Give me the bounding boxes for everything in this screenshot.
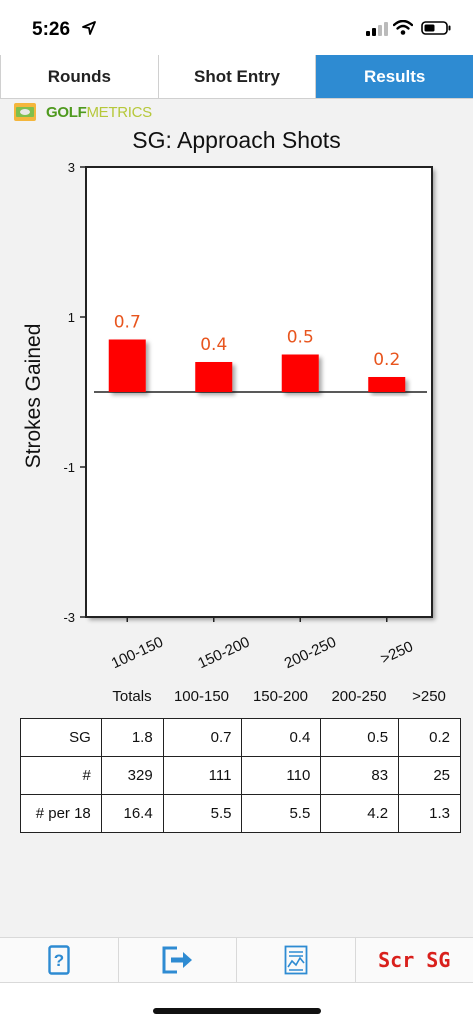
home-indicator (153, 1008, 321, 1014)
y-tick-label: -1 (63, 460, 75, 475)
bar-chart: 3 1 -1 -3 Strokes Gained 0.7 100-150 0.4 150-20… (22, 160, 433, 673)
y-tick-label: 1 (68, 310, 75, 325)
brand-logo: GOLFMETRICS (14, 102, 152, 122)
bottom-toolbar: ? Scr SG (0, 937, 473, 983)
table-cell: 5.5 (241, 794, 322, 833)
help-button[interactable]: ? (0, 938, 119, 982)
brand-name-bold: GOLF (46, 103, 87, 121)
help-icon: ? (48, 945, 70, 975)
column-header: 200-250 (331, 688, 387, 705)
column-header: 150-200 (252, 688, 309, 705)
y-tick-label: -3 (63, 610, 75, 625)
tab-rounds[interactable]: Rounds (0, 55, 159, 98)
table-cell: 25 (398, 756, 461, 795)
column-header: 100-150 (173, 688, 230, 705)
battery-icon (421, 21, 451, 35)
plot-frame (85, 166, 433, 618)
data-label: 0.4 (200, 335, 227, 355)
location-arrow-icon (82, 21, 96, 35)
row-label: # (20, 756, 102, 795)
x-tick-label: 150-200 (195, 634, 252, 673)
status-time: 5:26 (32, 19, 71, 40)
data-label: 0.2 (373, 350, 400, 370)
scr-sg-button[interactable]: Scr SG (356, 938, 473, 982)
table-cell: 110 (241, 756, 322, 795)
table-row: # per 18 16.4 5.5 5.5 4.2 1.3 (20, 794, 461, 833)
table-cell: 16.4 (100, 794, 164, 833)
table-cell: 5.5 (162, 794, 243, 833)
table-cell: 1.3 (398, 794, 461, 833)
chart-title: SG: Approach Shots (132, 127, 341, 153)
results-table: SG 1.8 0.7 0.4 0.5 0.2 #329 111 110 83 25 # per 18 1… (20, 718, 461, 833)
export-button[interactable] (119, 938, 237, 982)
brand-name-thin: METRICS (86, 103, 152, 121)
bar (368, 377, 406, 392)
table-cell: 111 (162, 756, 243, 795)
brand-name: GOLFMETRICS (46, 104, 152, 121)
table-cell: 4.2 (320, 794, 400, 833)
bar (195, 362, 233, 392)
tab-results[interactable]: Results (316, 55, 473, 98)
wifi-icon (393, 20, 413, 35)
tab-bar: Rounds Shot Entry Results (0, 55, 473, 99)
tab-shot-entry[interactable]: Shot Entry (159, 55, 317, 98)
column-header: >250 (412, 688, 446, 705)
data-label: 0.5 (287, 328, 314, 348)
svg-text:?: ? (54, 951, 64, 970)
table-cell: 329 (100, 756, 164, 795)
table-cell: 83 (320, 756, 400, 795)
table-cell: 1.8 (100, 718, 164, 757)
scr-sg-label: Scr SG (378, 948, 451, 972)
x-tick-label: 200-250 (282, 634, 339, 673)
report-button[interactable] (237, 938, 356, 982)
table-cell: 0.2 (398, 718, 461, 757)
data-label: 0.7 (114, 313, 141, 333)
bottom-safe-area (0, 983, 473, 1024)
column-header: Totals (112, 688, 152, 705)
bar (108, 339, 146, 392)
golf-metrics-logo-icon (14, 103, 36, 121)
x-tick-label: >250 (378, 638, 416, 668)
row-label: SG (20, 718, 102, 757)
cellular-signal-icon (366, 22, 388, 36)
y-tick-label: 3 (68, 160, 75, 175)
report-icon (284, 945, 308, 975)
table-cell: 0.4 (241, 718, 322, 757)
export-icon (162, 946, 193, 974)
table-row: #329 111 110 83 25 (20, 756, 461, 795)
table-row: SG 1.8 0.7 0.4 0.5 0.2 (20, 718, 461, 757)
bar (281, 354, 319, 392)
row-label: # per 18 (20, 794, 102, 833)
status-bar: 5:26 (0, 0, 473, 55)
y-axis-label: Strokes Gained (22, 324, 45, 469)
table-cell: 0.5 (320, 718, 400, 757)
table-cell: 0.7 (162, 718, 243, 757)
x-tick-label: 100-150 (109, 634, 166, 673)
